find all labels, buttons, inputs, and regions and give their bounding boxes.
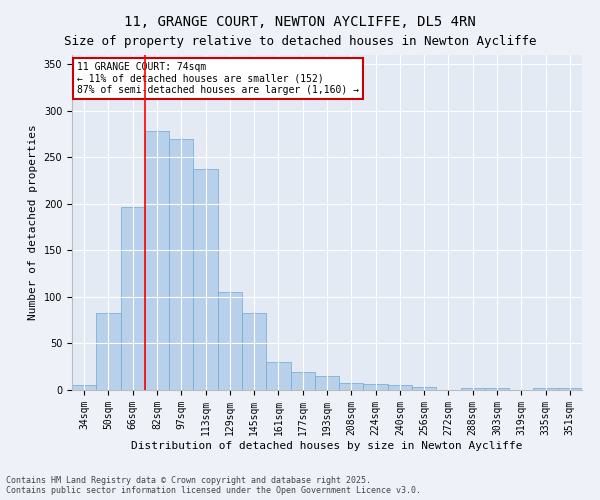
Bar	[193, 168, 218, 390]
Bar	[266, 362, 290, 390]
Bar	[461, 388, 485, 390]
X-axis label: Distribution of detached houses by size in Newton Aycliffe: Distribution of detached houses by size …	[131, 440, 523, 450]
Bar	[242, 313, 266, 390]
Text: Size of property relative to detached houses in Newton Aycliffe: Size of property relative to detached ho…	[64, 35, 536, 48]
Bar	[72, 386, 96, 390]
Bar	[412, 387, 436, 390]
Bar	[315, 376, 339, 390]
Bar	[558, 388, 582, 390]
Bar	[121, 206, 145, 390]
Y-axis label: Number of detached properties: Number of detached properties	[28, 124, 38, 320]
Bar	[145, 132, 169, 390]
Bar	[339, 382, 364, 390]
Bar	[169, 138, 193, 390]
Bar	[364, 384, 388, 390]
Bar	[290, 372, 315, 390]
Text: 11, GRANGE COURT, NEWTON AYCLIFFE, DL5 4RN: 11, GRANGE COURT, NEWTON AYCLIFFE, DL5 4…	[124, 15, 476, 29]
Bar	[485, 388, 509, 390]
Bar	[388, 386, 412, 390]
Bar	[533, 388, 558, 390]
Text: 11 GRANGE COURT: 74sqm
← 11% of detached houses are smaller (152)
87% of semi-de: 11 GRANGE COURT: 74sqm ← 11% of detached…	[77, 62, 359, 95]
Bar	[96, 313, 121, 390]
Text: Contains HM Land Registry data © Crown copyright and database right 2025.
Contai: Contains HM Land Registry data © Crown c…	[6, 476, 421, 495]
Bar	[218, 292, 242, 390]
